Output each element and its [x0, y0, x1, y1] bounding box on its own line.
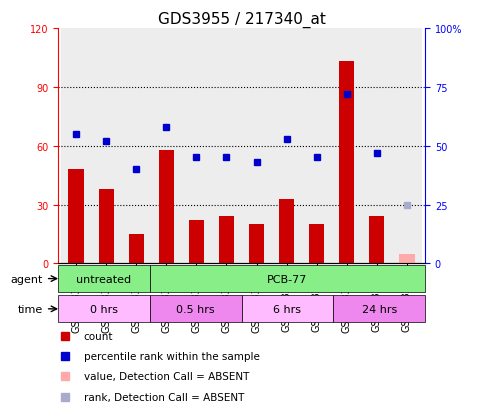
Text: count: count: [84, 331, 113, 341]
Text: 0 hrs: 0 hrs: [90, 304, 118, 314]
FancyBboxPatch shape: [333, 296, 425, 323]
Text: 6 hrs: 6 hrs: [273, 304, 301, 314]
FancyBboxPatch shape: [242, 296, 333, 323]
Text: 24 hrs: 24 hrs: [362, 304, 397, 314]
Bar: [219, 217, 234, 264]
Text: value, Detection Call = ABSENT: value, Detection Call = ABSENT: [84, 372, 249, 382]
Bar: [121, 29, 151, 264]
Text: time: time: [17, 304, 43, 314]
Bar: [61, 29, 91, 264]
Bar: [362, 29, 392, 264]
Bar: [339, 62, 355, 264]
Bar: [399, 254, 414, 264]
Bar: [242, 29, 271, 264]
Bar: [69, 170, 84, 264]
FancyBboxPatch shape: [58, 296, 150, 323]
Text: percentile rank within the sample: percentile rank within the sample: [84, 351, 259, 361]
Text: rank, Detection Call = ABSENT: rank, Detection Call = ABSENT: [84, 392, 244, 402]
Bar: [91, 29, 121, 264]
FancyBboxPatch shape: [150, 265, 425, 292]
Bar: [271, 29, 302, 264]
Title: GDS3955 / 217340_at: GDS3955 / 217340_at: [157, 12, 326, 28]
FancyBboxPatch shape: [58, 265, 150, 292]
Text: PCB-77: PCB-77: [267, 274, 308, 284]
FancyBboxPatch shape: [150, 296, 242, 323]
Bar: [212, 29, 242, 264]
Bar: [369, 217, 384, 264]
Bar: [309, 225, 324, 264]
Bar: [392, 29, 422, 264]
Bar: [181, 29, 212, 264]
Bar: [159, 150, 174, 264]
Bar: [249, 225, 264, 264]
Bar: [279, 199, 294, 264]
Bar: [128, 235, 144, 264]
Bar: [189, 221, 204, 264]
Bar: [151, 29, 181, 264]
Bar: [99, 190, 114, 264]
Text: agent: agent: [10, 274, 43, 284]
Bar: [332, 29, 362, 264]
Text: 0.5 hrs: 0.5 hrs: [176, 304, 215, 314]
Bar: [302, 29, 332, 264]
Text: untreated: untreated: [76, 274, 131, 284]
